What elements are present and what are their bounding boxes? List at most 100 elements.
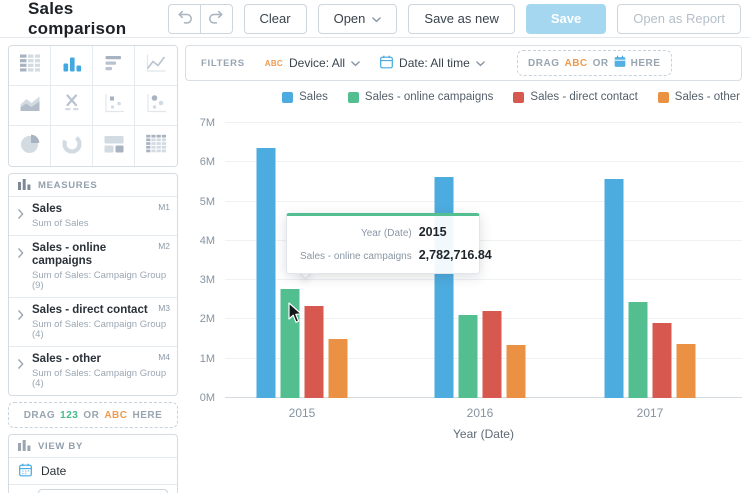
measure-name: Sales - online campaigns — [32, 242, 107, 267]
chart-type-column-chart[interactable] — [51, 46, 93, 86]
page-title: Sales comparison — [28, 0, 127, 38]
scatter-plot-icon — [101, 90, 127, 121]
y-axis-tick: 6M — [199, 156, 215, 169]
x-axis-label: 2016 — [466, 406, 494, 420]
as-select[interactable]: Date — [37, 489, 168, 493]
chart-type-bar-chart[interactable] — [93, 46, 135, 86]
chart-type-summary-table[interactable] — [93, 126, 135, 166]
chart-type-pie-chart[interactable] — [9, 126, 51, 166]
bar-sales-2015[interactable] — [256, 148, 276, 398]
y-axis-tick: 7M — [199, 117, 215, 129]
chevron-down-icon — [372, 11, 382, 26]
drop-zone-here-label: HERE — [132, 409, 163, 421]
open-as-report-button[interactable]: Open as Report — [617, 3, 741, 34]
measure-item[interactable]: Sales - direct contact Sum of Sales: Camp… — [9, 298, 177, 347]
filters-drop-zone[interactable]: DRAG ABC OR HERE — [516, 50, 672, 76]
expand-chevron-icon[interactable] — [18, 356, 24, 374]
open-button[interactable]: Open — [317, 3, 398, 34]
expand-chevron-icon[interactable] — [18, 206, 24, 224]
x-axis-title: Year (Date) — [453, 427, 514, 441]
chart-type-pivot-table[interactable] — [135, 126, 177, 166]
bar-sales-2016[interactable] — [434, 177, 454, 398]
device-filter-label: Device: All — [289, 56, 346, 70]
bar-sales-other-2017[interactable] — [676, 343, 696, 398]
bar-group-2015 — [256, 148, 348, 398]
calendar-icon — [614, 55, 626, 71]
bar-sales-direct-contact-2017[interactable] — [652, 322, 672, 398]
drop-zone-or-label: OR — [592, 57, 609, 69]
measure-subtitle: Sum of Sales: Campaign Group (4) — [32, 368, 167, 389]
measures-header: MEASURES — [9, 174, 177, 197]
chart-type-scatter-plot[interactable] — [93, 86, 135, 126]
save-button-label: Save — [550, 11, 582, 26]
save-as-new-button[interactable]: Save as new — [408, 3, 515, 34]
measures-drop-zone[interactable]: DRAG 123 OR ABC HERE — [8, 402, 178, 428]
bar-sales-2017[interactable] — [604, 179, 624, 398]
measures-icon — [18, 178, 31, 193]
chart-type-donut-chart[interactable] — [51, 126, 93, 166]
bar-sales-direct-contact-2016[interactable] — [482, 311, 502, 398]
chart-type-picker — [8, 45, 178, 167]
gridline — [225, 161, 742, 163]
legend-item[interactable]: Sales - direct contact — [513, 91, 638, 103]
undo-icon — [176, 9, 193, 29]
device-filter[interactable]: ABC Device: All — [265, 56, 360, 70]
legend-swatch-icon — [657, 91, 669, 103]
chart-type-table[interactable] — [9, 46, 51, 86]
bar-sales-online-campaigns-2015[interactable] — [280, 288, 300, 398]
undo-redo-group — [167, 3, 233, 34]
y-axis-tick: 3M — [199, 274, 215, 287]
y-axis-tick: 2M — [199, 313, 215, 326]
open-button-label: Open — [333, 11, 366, 26]
measure-subtitle: Sum of Sales — [32, 218, 89, 229]
legend-label: Sales - direct contact — [530, 91, 638, 103]
bar-chart-plot: 0M 1M 2M 3M 4M 5M 6M 7M 2015 2016 2017 — [200, 117, 742, 420]
save-button[interactable]: Save — [525, 3, 607, 34]
bar-sales-online-campaigns-2017[interactable] — [628, 301, 648, 398]
bar-sales-direct-contact-2015[interactable] — [304, 306, 324, 398]
measure-badge: M1 — [158, 202, 170, 212]
chart-section: Sales Sales - online campaigns Sales - dir… — [185, 87, 742, 491]
measure-subtitle: Sum of Sales: Campaign Group (4) — [32, 319, 167, 340]
bar-sales-online-campaigns-2016[interactable] — [458, 314, 478, 398]
measure-badge: M3 — [158, 303, 170, 313]
date-filter[interactable]: Date: All time — [380, 55, 485, 72]
chart-type-line-chart[interactable] — [135, 46, 177, 86]
expand-chevron-icon[interactable] — [18, 245, 24, 263]
legend-swatch-icon — [347, 91, 359, 103]
summary-table-icon — [101, 131, 127, 162]
drop-zone-drag-label: DRAG — [528, 57, 560, 69]
line-chart-icon — [143, 50, 169, 81]
clear-button[interactable]: Clear — [243, 3, 307, 34]
bar-sales-other-2015[interactable] — [328, 339, 348, 398]
text-kpi-icon — [59, 90, 85, 121]
gridline — [225, 279, 742, 281]
measure-item[interactable]: Sales Sum of Sales M1 — [9, 197, 177, 236]
legend-item[interactable]: Sales — [282, 91, 328, 103]
legend-label: Sales - other — [674, 91, 740, 103]
chevron-down-icon — [475, 56, 485, 70]
measures-panel: MEASURES Sales Sum of Sales M1 Sales - onli… — [8, 173, 178, 396]
view-by-field-label: Date — [41, 464, 67, 478]
expand-chevron-icon[interactable] — [18, 307, 24, 325]
text-field-icon: ABC — [104, 409, 128, 421]
drop-zone-here-label: HERE — [630, 57, 661, 69]
pivot-table-icon — [143, 131, 169, 162]
chart-type-area-chart[interactable] — [9, 86, 51, 126]
chart-type-bubble-chart[interactable] — [135, 86, 177, 126]
gridline — [225, 200, 742, 202]
calendar-icon — [19, 463, 32, 480]
undo-button[interactable] — [167, 3, 201, 34]
bar-chart-icon — [101, 50, 127, 81]
legend-item[interactable]: Sales - online campaigns — [347, 91, 493, 103]
open-as-report-label: Open as Report — [633, 11, 725, 26]
measure-item[interactable]: Sales - online campaigns Sum of Sales: Ca… — [9, 236, 177, 298]
view-by-field-date[interactable]: Date — [9, 458, 177, 485]
legend-item[interactable]: Sales - other — [657, 91, 740, 103]
redo-button[interactable] — [199, 3, 233, 34]
bar-sales-other-2016[interactable] — [506, 344, 526, 398]
measure-subtitle: Sum of Sales: Campaign Group (9) — [32, 270, 167, 291]
chart-type-text-kpi[interactable] — [51, 86, 93, 126]
table-icon — [17, 50, 43, 81]
measure-item[interactable]: Sales - other Sum of Sales: Campaign Grou… — [9, 347, 177, 395]
